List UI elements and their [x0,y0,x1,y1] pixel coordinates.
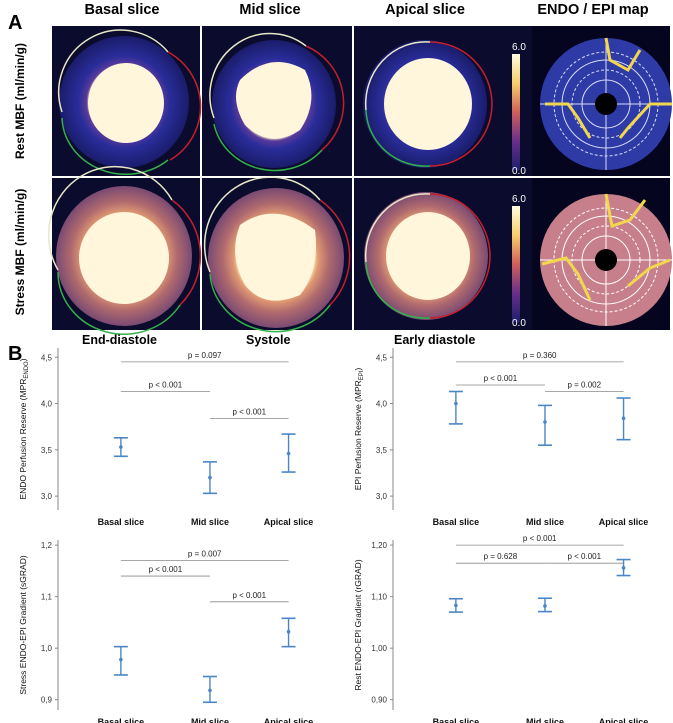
rest-mid-map [202,26,352,176]
mean-point [621,416,626,421]
y-tick-label: 3,0 [41,492,53,501]
phase-early-diastole: Early diastole [394,333,476,347]
column-title-basal: Basal slice [84,2,160,18]
x-category-label: Apical slice [264,717,314,723]
y-axis-label-text: Stress ENDO-EPI Gradient (sGRAD) [18,555,28,695]
x-category-label: Basal slice [433,717,480,723]
colorbar-rest [506,26,532,176]
y-tick-label: 4,0 [41,400,53,409]
y-axis-label: ENDO Perfusion Reserve (MPRENDO) [18,358,30,499]
x-category-label: Mid slice [191,717,229,723]
polar-map-stress [532,178,672,330]
mean-point [119,445,123,449]
p-value-label: p < 0.001 [149,565,183,574]
x-category-label: Mid slice [526,517,564,527]
y-tick-label: 3,5 [41,446,53,455]
y-tick-label: 4,0 [376,400,388,409]
p-value-label: p = 0.360 [523,351,557,360]
perfusion-maps [47,26,672,335]
mean-point [543,604,547,608]
polar-map-rest [532,26,672,176]
chart-rest-gradient: 0,90 1,00 1,10 1,20 Rest ENDO-EPI Gradient (… [353,534,648,723]
p-value-label: p < 0.001 [232,591,266,600]
p-value-label: p = 0.628 [484,552,518,561]
phase-end-diastole: End-diastole [82,333,158,347]
x-category-label: Apical slice [599,717,649,723]
colorbar-stress-min: 0.0 [512,318,526,329]
y-tick-label: 0,9 [41,696,53,705]
y-axis-label-text: ENDO Perfusion Reserve (MPR [18,379,28,500]
y-axis-label-close: ) [353,368,363,371]
y-tick-label: 3,5 [376,446,388,455]
mean-point [621,566,626,570]
y-tick-label: 1,1 [41,593,53,602]
mean-point [286,629,291,634]
y-tick-label: 0,90 [371,696,387,705]
colorbar-rest-min: 0.0 [512,166,526,177]
y-tick-label: 4,5 [41,353,53,362]
y-tick-label: 1,00 [371,644,387,653]
panel-a-letter: A [8,12,23,34]
y-tick-label: 1,0 [41,644,53,653]
mean-point [543,420,547,424]
mean-point [208,688,212,693]
p-value-label: p < 0.001 [523,534,557,543]
y-axis-label: Stress ENDO-EPI Gradient (sGRAD) [18,555,28,695]
x-category-label: Basal slice [433,517,480,527]
phase-systole: Systole [246,333,291,347]
rest-apical-map [354,26,506,176]
mean-point [208,475,212,480]
p-value-label: p < 0.001 [484,374,518,383]
x-category-label: Basal slice [98,717,145,723]
y-tick-label: 1,20 [371,541,387,550]
mean-point [286,451,291,456]
p-value-label: p < 0.001 [149,381,183,390]
p-value-label: p < 0.001 [232,407,266,416]
mean-point [454,401,458,406]
x-category-label: Basal slice [98,517,145,527]
x-category-label: Mid slice [191,517,229,527]
x-category-label: Mid slice [526,717,564,723]
y-tick-label: 4,5 [376,353,388,362]
y-axis-label: Rest ENDO-EPI Gradient (rGRAD) [353,559,363,690]
column-title-endo-epi-map: ENDO / EPI map [537,2,649,18]
p-value-label: p = 0.002 [567,381,601,390]
p-value-label: p = 0.007 [188,550,222,559]
panel-b-letter: B [8,343,23,365]
column-title-mid: Mid slice [239,2,301,18]
colorbar-rest-max: 6.0 [512,42,526,53]
y-axis-label-text: EPI Perfusion Reserve (MPR [353,380,363,490]
chart-stress-gradient: 0,9 1,0 1,1 1,2 Stress ENDO-EPI Gradient (sG… [18,540,313,723]
stress-mid-map [202,176,352,333]
p-value-label: p < 0.001 [567,552,601,561]
y-tick-label: 1,2 [41,541,53,550]
colorbar-stress [506,178,532,330]
y-tick-label: 3,0 [376,492,388,501]
stress-apical-map [354,178,506,330]
x-category-label: Apical slice [264,517,314,527]
chart-endo-perfusion-reserve: 3,0 3,5 4,0 4,5 ENDO Perfusion Reserve (MPRE… [18,348,313,527]
y-axis-label-text: Rest ENDO-EPI Gradient (rGRAD) [353,559,363,690]
y-tick-label: 1,10 [371,593,387,602]
chart-epi-perfusion-reserve: 3,0 3,5 4,0 4,5 EPI Perfusion Reserve (MPREP… [353,348,648,527]
x-category-label: Apical slice [599,517,649,527]
mean-point [454,603,458,608]
p-value-label: p = 0.097 [188,351,222,360]
column-title-apical: Apical slice [385,2,465,18]
rest-basal-map [52,26,202,176]
y-axis-label-subscript: ENDO [24,361,30,379]
mean-point [119,657,123,662]
y-axis-label-close: ) [18,358,28,361]
stress-basal-map [47,165,202,335]
y-axis-label: EPI Perfusion Reserve (MPREPI) [353,368,365,491]
y-axis-label-subscript: EPI [359,370,365,380]
colorbar-stress-max: 6.0 [512,194,526,205]
